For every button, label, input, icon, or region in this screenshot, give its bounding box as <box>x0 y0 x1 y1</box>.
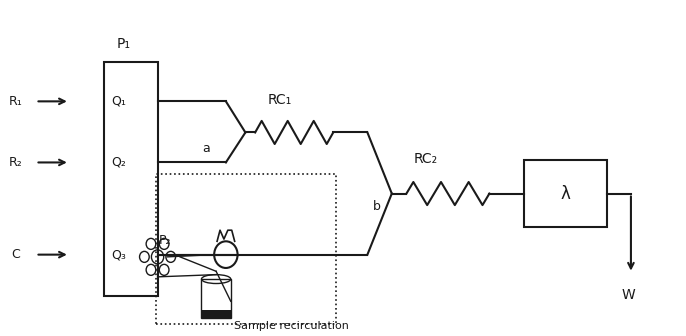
Text: Sample recirculation: Sample recirculation <box>234 321 348 331</box>
Text: W: W <box>621 288 635 302</box>
Text: Q₂: Q₂ <box>111 156 126 169</box>
Text: P₁: P₁ <box>117 37 130 51</box>
Text: P₂: P₂ <box>159 234 172 247</box>
Text: C: C <box>12 248 21 261</box>
Text: R₁: R₁ <box>9 95 23 108</box>
Text: RC₂: RC₂ <box>414 152 438 166</box>
Bar <box>202 310 230 318</box>
Text: λ: λ <box>560 184 570 203</box>
Bar <box>156 174 336 324</box>
Text: R₂: R₂ <box>9 156 23 169</box>
Text: b: b <box>373 200 381 213</box>
Text: Q₁: Q₁ <box>111 95 126 108</box>
Bar <box>523 160 606 227</box>
Text: a: a <box>202 141 210 155</box>
Text: Q₃: Q₃ <box>111 248 126 261</box>
Bar <box>104 62 158 296</box>
Text: RC₁: RC₁ <box>268 93 292 107</box>
Bar <box>202 279 230 318</box>
